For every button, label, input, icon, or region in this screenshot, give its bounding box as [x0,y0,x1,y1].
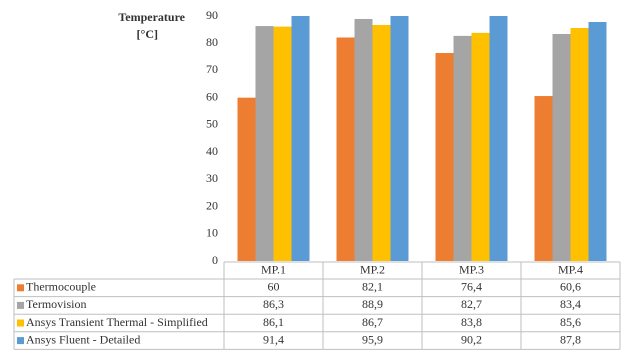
data-label: 86,3 [263,297,284,311]
bar [570,27,589,261]
bar [471,32,490,261]
x-tick-label: MP.1 [261,262,286,276]
x-tick-label: MP.3 [459,262,484,276]
data-label: 82,7 [461,297,482,311]
data-label: 60,6 [560,280,581,294]
y-tick-label: 0 [212,253,218,267]
y-tick-label: 70 [206,62,218,76]
y-axis-title: [°C] [137,27,158,41]
legend-marker [17,301,24,309]
y-tick-label: 60 [206,89,218,103]
legend-marker [17,319,24,327]
y-axis-title: Temperature [118,10,185,24]
legend-marker [17,337,24,345]
bar [435,53,454,261]
data-label: 83,8 [461,315,482,329]
y-tick-label: 10 [206,226,218,240]
y-tick-label: 50 [206,117,218,131]
data-label: 90,2 [461,332,482,346]
x-tick-label: MP.2 [360,262,385,276]
data-label: 88,9 [362,297,383,311]
bar [291,16,310,261]
bar [237,97,256,261]
bar [453,35,472,261]
legend-label: Termovision [26,297,87,311]
legend-marker [17,284,24,292]
legend-label: Ansys Transient Thermal - Simplified [26,315,208,329]
bar [336,37,355,261]
bar [552,33,571,261]
data-label: 76,4 [461,280,482,294]
data-label: 60 [268,280,280,294]
bar [390,16,409,261]
bar [255,26,274,261]
data-label: 95,9 [362,332,383,346]
data-label: 83,4 [560,297,581,311]
y-tick-label: 20 [206,198,218,212]
bar [354,18,373,261]
y-tick-label: 90 [206,8,218,22]
legend-label: Thermocouple [26,280,96,294]
x-tick-label: MP.4 [558,262,583,276]
legend-label: Ansys Fluent - Detailed [26,332,140,346]
data-label: 85,6 [560,315,581,329]
data-label: 86,7 [362,315,383,329]
bar [588,21,607,261]
y-tick-label: 30 [206,171,218,185]
data-label: 87,8 [560,332,581,346]
data-label: 91,4 [263,332,284,346]
y-tick-label: 40 [206,144,218,158]
data-label: 86,1 [263,315,284,329]
bar [372,24,391,261]
y-tick-label: 80 [206,35,218,49]
data-label: 82,1 [362,280,383,294]
bar [273,26,292,261]
bar [534,96,553,261]
bar [489,16,508,261]
